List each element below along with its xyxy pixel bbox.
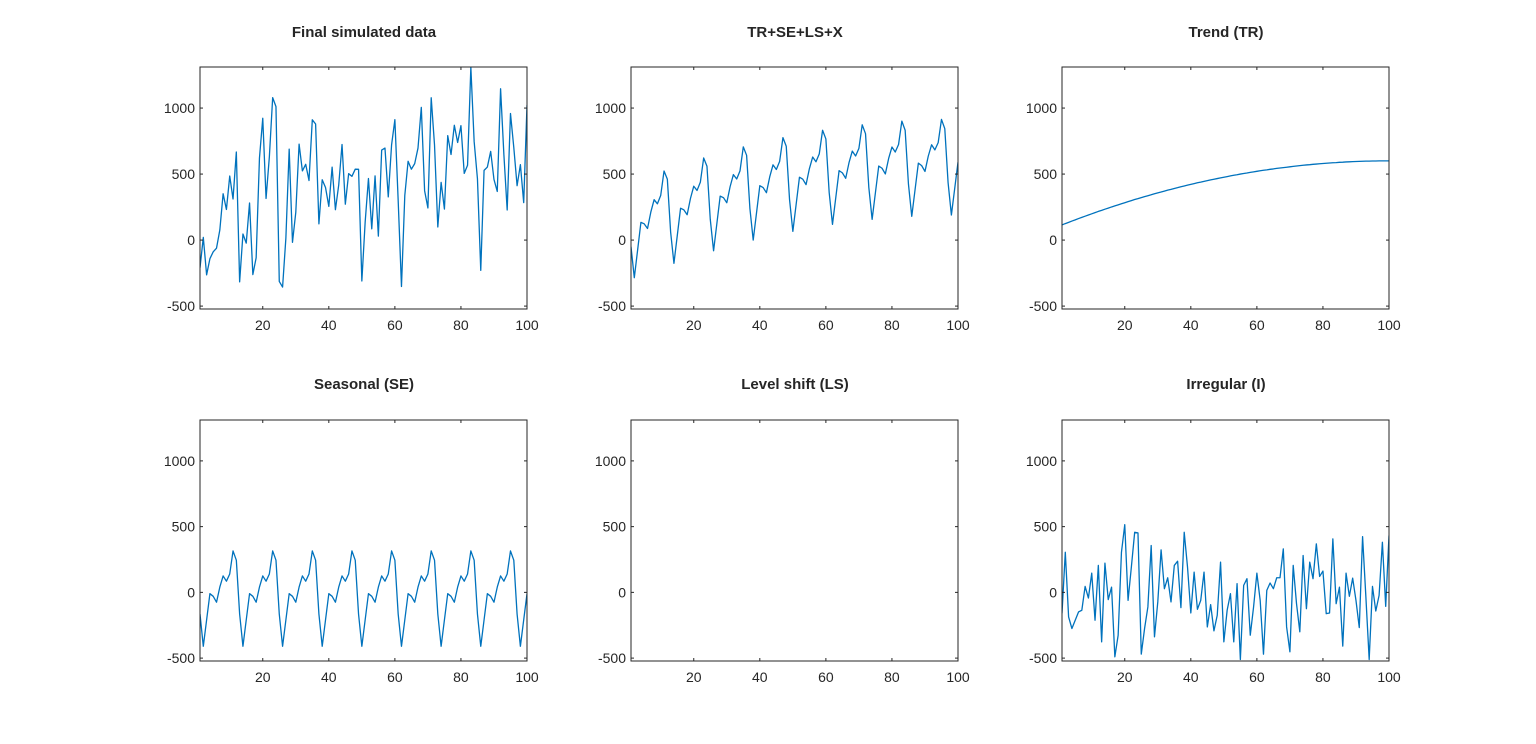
x-tick-label: 60	[1249, 669, 1265, 685]
data-line-final	[200, 67, 527, 288]
data-line-trend	[1062, 160, 1389, 226]
y-tick-label: -500	[1029, 298, 1057, 314]
y-tick-label: -500	[598, 298, 626, 314]
y-tick-label: 500	[1034, 166, 1058, 182]
x-tick-label: 60	[1249, 317, 1265, 333]
x-tick-label: 20	[255, 669, 271, 685]
axes-irregular: 20 40 60 80 100 -500 0 500 1000	[1026, 419, 1401, 685]
axes-frame	[199, 419, 528, 662]
y-tick-label: 0	[618, 584, 626, 600]
subplot-title: Seasonal (SE)	[313, 376, 415, 393]
x-tick-label: 60	[387, 317, 403, 333]
x-tick-label: 20	[1117, 669, 1133, 685]
x-tick-label: 80	[453, 669, 469, 685]
x-tick-label: 100	[515, 317, 539, 333]
data-line-tr_se_ls_x	[631, 118, 958, 279]
x-tick-label: 20	[1117, 317, 1133, 333]
y-tick-label: 0	[618, 232, 626, 248]
data-line-irregular	[1062, 524, 1389, 661]
data-line-seasonal	[200, 550, 527, 647]
axes-tr_se_ls_x: 20 40 60 80 100 -500 0 500 1000	[595, 66, 970, 333]
y-tick-label: 500	[172, 166, 196, 182]
subplot-title: Final simulated data	[291, 24, 437, 41]
y-tick-label: -500	[167, 650, 195, 666]
x-tick-label: 40	[752, 669, 768, 685]
y-tick-label: 500	[603, 166, 627, 182]
x-tick-label: 20	[255, 317, 271, 333]
x-tick-label: 80	[884, 317, 900, 333]
y-tick-label: -500	[598, 650, 626, 666]
y-tick-label: 500	[1034, 519, 1058, 535]
x-tick-label: 80	[1315, 669, 1331, 685]
x-tick-label: 40	[321, 317, 337, 333]
x-tick-label: 40	[1183, 669, 1199, 685]
x-tick-label: 40	[752, 317, 768, 333]
x-tick-label: 20	[686, 317, 702, 333]
x-tick-label: 40	[1183, 317, 1199, 333]
axes-frame	[630, 66, 959, 310]
x-tick-label: 100	[946, 669, 970, 685]
y-tick-label: 500	[603, 519, 627, 535]
x-tick-label: 100	[515, 669, 539, 685]
axes-frame	[630, 419, 959, 662]
axes-frame	[1061, 419, 1390, 662]
y-tick-label: 0	[1049, 584, 1057, 600]
y-tick-label: 1000	[164, 453, 195, 469]
axes-frame	[1061, 66, 1390, 310]
x-tick-label: 60	[387, 669, 403, 685]
y-tick-label: 0	[1049, 232, 1057, 248]
x-tick-label: 20	[686, 669, 702, 685]
x-tick-label: 40	[321, 669, 337, 685]
y-tick-label: 0	[187, 584, 195, 600]
x-tick-label: 80	[884, 669, 900, 685]
y-tick-label: 1000	[1026, 453, 1057, 469]
y-tick-label: 500	[172, 519, 196, 535]
x-tick-label: 80	[1315, 317, 1331, 333]
y-tick-label: 1000	[164, 100, 195, 116]
subplot-title: Irregular (I)	[1186, 376, 1266, 393]
subplot-title: Level shift (LS)	[741, 376, 849, 393]
y-tick-label: 0	[187, 232, 195, 248]
subplot-title: TR+SE+LS+X	[747, 24, 843, 41]
x-tick-label: 100	[1377, 317, 1401, 333]
axes-seasonal: 20 40 60 80 100 -500 0 500 1000	[164, 419, 539, 685]
x-tick-label: 60	[818, 317, 834, 333]
subplot-title: Trend (TR)	[1188, 24, 1264, 41]
x-tick-label: 80	[453, 317, 469, 333]
axes-final: 20 40 60 80 100 -500 0 500 1000	[164, 66, 539, 333]
x-tick-label: 100	[1377, 669, 1401, 685]
x-tick-label: 100	[946, 317, 970, 333]
y-tick-label: 1000	[595, 100, 626, 116]
axes-trend: 20 40 60 80 100 -500 0 500 1000	[1026, 66, 1401, 333]
y-tick-label: -500	[1029, 650, 1057, 666]
y-tick-label: 1000	[1026, 100, 1057, 116]
y-tick-label: -500	[167, 298, 195, 314]
axes-level_shift: 20 40 60 80 100 -500 0 500 1000	[595, 419, 970, 685]
axes-frame	[199, 66, 528, 310]
x-tick-label: 60	[818, 669, 834, 685]
y-tick-label: 1000	[595, 453, 626, 469]
